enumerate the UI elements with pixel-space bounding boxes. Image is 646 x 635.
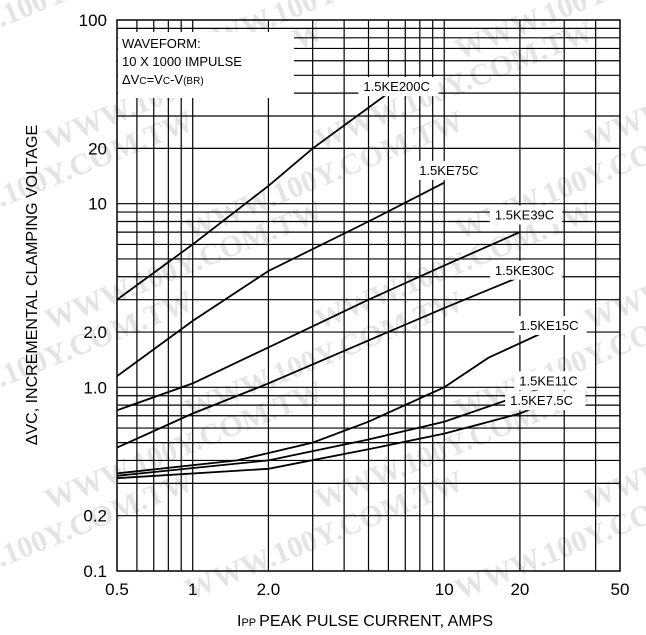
x-axis-title: IPP PEAK PULSE CURRENT, AMPS [237, 613, 493, 630]
y-tick-label: 100 [79, 11, 107, 30]
y-tick-label: 0.2 [83, 507, 107, 526]
y-tick-label: 20 [88, 139, 107, 158]
y-axis-title: ΔVC, INCREMENTAL CLAMPING VOLTAGE [24, 125, 41, 445]
y-tick-label: 1.0 [83, 378, 107, 397]
x-tick-label: 2.0 [257, 580, 281, 599]
series-label-bg [489, 205, 563, 225]
x-tick-label: 10 [435, 580, 454, 599]
y-tick-labels: 0.1 0.2 1.0 2.0 10 20 100 [79, 11, 107, 581]
waveform-note-line2: 10 X 1000 IMPULSE [122, 54, 242, 69]
y-tick-label: 0.1 [83, 562, 107, 581]
x-tick-label: 50 [611, 580, 630, 599]
y-tick-label: 2.0 [83, 323, 107, 342]
series-label: 1.5KE15C [519, 318, 578, 333]
waveform-note-line3: ΔVC=VC-V(BR) [122, 72, 204, 87]
series-label-bg [489, 260, 563, 280]
series-label: 1.5KE75C [419, 163, 478, 178]
x-tick-label: 0.5 [105, 580, 129, 599]
x-tick-label: 1 [188, 580, 197, 599]
series-line-1-5ke75c [116, 181, 445, 377]
series-label-bg [514, 316, 587, 336]
x-tick-labels: 0.5 1 2.0 10 20 50 [105, 580, 629, 599]
series-lines [116, 92, 545, 480]
minor-grid [117, 20, 620, 571]
series-label-bg [505, 391, 586, 411]
series-line-1-5ke15c [116, 331, 545, 475]
series-label: 1.5KE30C [495, 263, 554, 278]
series-line-1-5ke200c [116, 92, 389, 301]
x-tick-label: 20 [510, 580, 529, 599]
series-labels: 1.5KE200C 1.5KE75C 1.5KE39C 1.5KE30C 1.5KE15… [358, 77, 587, 411]
series-label: 1.5KE39C [495, 207, 554, 222]
series-line-1-5ke7-5c [116, 406, 536, 480]
series-line-1-5ke30c [116, 275, 521, 449]
series-label: 1.5KE11C [519, 373, 577, 388]
y-tick-label: 10 [88, 195, 107, 214]
series-label-bg [358, 77, 439, 97]
series-label-bg [414, 160, 487, 180]
series-label: 1.5KE200C [363, 79, 430, 94]
series-line-1-5ke39c [116, 231, 521, 412]
series-label-bg [514, 371, 587, 391]
waveform-note: WAVEFORM: 10 X 1000 IMPULSE ΔVC=VC-V(BR) [118, 32, 294, 98]
series-label: 1.5KE7.5C [510, 393, 573, 408]
plot-frame [116, 19, 621, 572]
waveform-note-line1: WAVEFORM: [122, 36, 201, 51]
